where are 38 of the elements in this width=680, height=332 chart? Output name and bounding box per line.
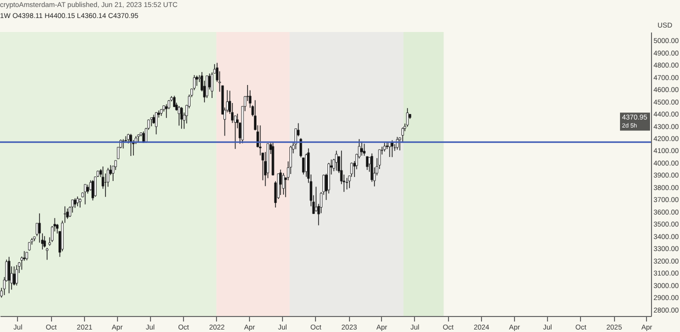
candlestick (335, 150, 338, 172)
candlestick (154, 112, 158, 135)
candlestick (350, 162, 353, 178)
candlestick (401, 127, 404, 144)
candlestick (130, 133, 132, 156)
candlestick (23, 250, 26, 262)
candlestick (76, 196, 79, 207)
candlestick (363, 143, 366, 156)
candlestick (346, 178, 348, 190)
candlestick (206, 75, 208, 98)
candlestick (282, 172, 285, 195)
candlestick (12, 266, 16, 286)
candlestick (196, 75, 198, 86)
candlestick (406, 108, 409, 128)
candlestick (300, 138, 302, 158)
candlestick (71, 199, 74, 214)
candlestick (360, 141, 363, 156)
candlestick (114, 160, 117, 170)
candlestick (178, 106, 180, 126)
candlestick (150, 117, 153, 127)
candlestick (78, 198, 82, 208)
candlestick (94, 176, 97, 198)
candlestick (66, 208, 69, 220)
candlestick (92, 180, 94, 201)
candlestick (370, 153, 374, 182)
candlestick (43, 236, 46, 248)
candlestick (84, 184, 86, 205)
candlestick (74, 198, 76, 208)
candlestick (15, 264, 18, 286)
candlestick (38, 213, 41, 244)
candlestick (8, 256, 10, 294)
candlestick (279, 169, 282, 196)
candlestick (210, 72, 214, 98)
candlestick (180, 106, 183, 130)
candlestick (165, 104, 168, 118)
candlestick (46, 247, 48, 260)
candlestick (302, 157, 305, 175)
candlestick (366, 156, 368, 170)
